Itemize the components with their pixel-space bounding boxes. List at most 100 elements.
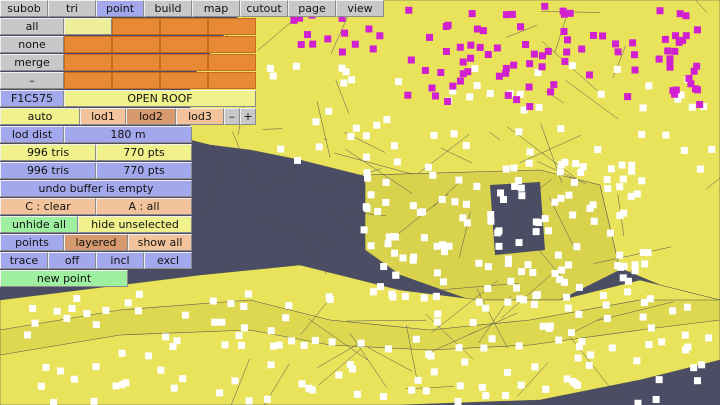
vertex-point [619, 274, 627, 282]
lod1-button[interactable]: lod1 [80, 108, 126, 125]
vertex-point [419, 208, 427, 216]
vertex-point [586, 204, 594, 212]
vertex-point [383, 116, 391, 124]
color-swatch-10[interactable] [160, 54, 208, 71]
menu-map[interactable]: map [192, 0, 240, 17]
mesh-edge [440, 147, 473, 164]
selected-vertex-point [473, 25, 481, 33]
clear-button[interactable]: C : clear [0, 198, 96, 215]
vertex-point [298, 380, 306, 388]
color-swatch-15[interactable] [208, 72, 256, 89]
color-swatch-5[interactable] [112, 36, 160, 53]
trace-incl-button[interactable]: incl [96, 252, 144, 269]
vertex-point [50, 399, 58, 405]
menu-page[interactable]: page [288, 0, 336, 17]
vertex-point [31, 319, 39, 327]
vertex-point [463, 219, 471, 227]
hide-unselected-button[interactable]: hide unselected [78, 216, 192, 233]
lod-auto-button[interactable]: auto [0, 108, 80, 125]
vertex-point [385, 233, 393, 241]
vertex-point [353, 390, 361, 398]
vertex-point [575, 343, 583, 351]
selected-vertex-point [513, 96, 521, 104]
vertex-point [518, 192, 526, 200]
color-swatch-6[interactable] [160, 36, 208, 53]
material-name[interactable]: OPEN ROOF [64, 90, 256, 107]
selected-vertex-point [508, 10, 516, 18]
vertex-point [690, 364, 698, 372]
selected-vertex-point [444, 97, 452, 105]
color-swatch-13[interactable] [112, 72, 160, 89]
menu-subob[interactable]: subob [0, 0, 48, 17]
vertex-point [473, 182, 481, 190]
show-all-button[interactable]: show all [128, 234, 192, 251]
color-swatch-3[interactable] [208, 18, 256, 35]
merge-button[interactable]: merge [0, 54, 64, 71]
selected-vertex-point [671, 90, 679, 98]
vertex-point [555, 336, 563, 344]
vertex-point [503, 368, 511, 376]
select-all-key-button[interactable]: A : all [96, 198, 192, 215]
vertex-point [647, 324, 655, 332]
selected-vertex-point [468, 10, 476, 18]
color-swatch-11[interactable] [208, 54, 256, 71]
mesh-edge [695, 0, 708, 14]
vertex-point [602, 301, 610, 309]
color-swatch-4[interactable] [64, 36, 112, 53]
select-none-button[interactable]: none [0, 36, 64, 53]
menu-point[interactable]: point [96, 0, 144, 17]
vertex-point [484, 263, 492, 271]
mesh-edge [433, 181, 460, 208]
lod2-button[interactable]: lod2 [126, 108, 176, 125]
color-swatch-8[interactable] [64, 54, 112, 71]
trace-excl-button[interactable]: excl [144, 252, 192, 269]
new-point-button[interactable]: new point [0, 270, 128, 287]
vertex-point [619, 175, 627, 183]
menu-tri[interactable]: tri [48, 0, 96, 17]
vertex-point [53, 307, 61, 315]
lod-plus-button[interactable]: + [240, 108, 256, 125]
selected-vertex-point [541, 2, 549, 10]
lod-minus-button[interactable]: – [224, 108, 240, 125]
color-swatch-7[interactable] [208, 36, 256, 53]
color-swatch-12[interactable] [64, 72, 112, 89]
menu-cutout[interactable]: cutout [240, 0, 288, 17]
vertex-point [449, 87, 457, 95]
vertex-point [658, 338, 666, 346]
mesh-edge [349, 332, 387, 388]
color-swatch-0[interactable] [64, 18, 112, 35]
mesh-edge [367, 347, 413, 372]
vertex-point [68, 304, 76, 312]
select-all-button[interactable]: all [0, 18, 64, 35]
vertex-point [245, 397, 253, 405]
vertex-point [277, 145, 285, 153]
vertex-point [574, 354, 582, 362]
vertex-point [567, 329, 575, 337]
trace-button[interactable]: trace [0, 252, 48, 269]
points-mode-button[interactable]: points [0, 234, 64, 251]
trace-off-button[interactable]: off [48, 252, 96, 269]
lod3-button[interactable]: lod3 [176, 108, 224, 125]
vertex-point [565, 191, 573, 199]
mesh-edge [426, 330, 478, 354]
color-swatch-1[interactable] [112, 18, 160, 35]
lod-dist-value[interactable]: 180 m [64, 126, 192, 143]
vertex-points[interactable] [24, 62, 716, 405]
unhide-all-button[interactable]: unhide all [0, 216, 78, 233]
vertex-point [441, 248, 449, 256]
vertex-point [590, 217, 598, 225]
selected-vertex-point [566, 9, 574, 17]
color-swatch-14[interactable] [160, 72, 208, 89]
dash-button[interactable]: – [0, 72, 64, 89]
vertex-point [145, 352, 153, 360]
vertex-point [240, 302, 248, 310]
color-swatch-2[interactable] [160, 18, 208, 35]
color-code[interactable]: F1C575 [0, 90, 64, 107]
vertex-point [494, 229, 502, 237]
layered-button[interactable]: layered [64, 234, 128, 251]
menu-build[interactable]: build [144, 0, 192, 17]
vertex-point [270, 342, 278, 350]
color-swatch-9[interactable] [112, 54, 160, 71]
menu-view[interactable]: view [336, 0, 384, 17]
